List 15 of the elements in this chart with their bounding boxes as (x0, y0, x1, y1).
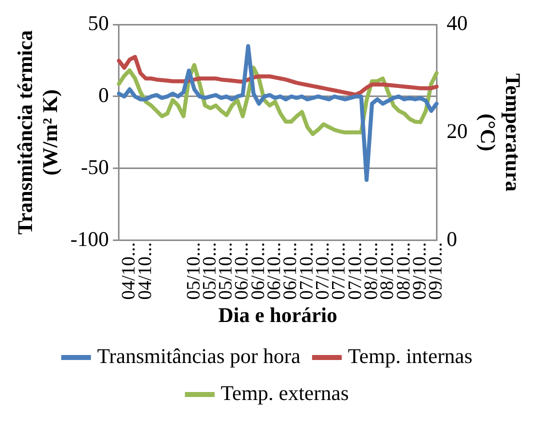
x-tick-label: 09/10... (426, 242, 447, 300)
y-tick-label: -50 (80, 154, 109, 179)
legend-label: Temp. externas (220, 381, 349, 406)
legend-label: Temp. internas (348, 344, 472, 368)
legend-label: Transmitâncias por hora (97, 344, 302, 368)
y2-tick-label: 20 (446, 118, 468, 143)
x-axis-title: Dia e horário (218, 302, 338, 327)
y-tick-label: 0 (98, 83, 109, 108)
x-tick-label: 04/10... (134, 242, 156, 300)
y2-tick-label: 0 (446, 226, 458, 251)
y-axis-title: Transmitância térmica (W/m² K) (13, 30, 62, 235)
y-tick-label: 50 (88, 11, 109, 36)
y-tick-label: -100 (70, 226, 109, 251)
y2-axis-title: Temperatura (°C) (476, 73, 525, 192)
y2-tick-label: 40 (446, 11, 468, 36)
